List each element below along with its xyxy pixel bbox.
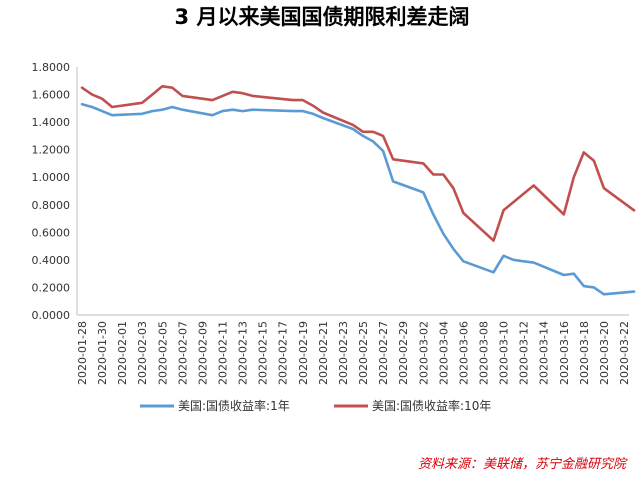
- y-tick-label: 1.8000: [32, 61, 71, 74]
- x-tick-label: 2020-03-20: [598, 321, 611, 385]
- x-tick-label: 2020-02-07: [176, 321, 189, 385]
- x-tick-label: 2020-03-22: [618, 321, 631, 385]
- y-tick-label: 1.2000: [32, 144, 71, 157]
- x-tick-label: 2020-02-03: [136, 321, 149, 385]
- y-tick-label: 1.6000: [32, 89, 71, 102]
- x-axis: 2020-01-28 2020-01-30 2020-02-01 2020-02-03…: [76, 314, 631, 385]
- series-layer: [80, 85, 636, 296]
- chart-title: 3 月以来美国国债期限利差走阔: [175, 5, 470, 29]
- series-line-10y: [80, 85, 636, 242]
- source-note: 资料来源：美联储，苏宁金融研究院: [418, 456, 628, 472]
- x-tick-label: 2020-03-16: [558, 321, 571, 385]
- x-tick-label: 2020-03-18: [578, 321, 591, 385]
- x-tick-label: 2020-02-11: [217, 321, 230, 385]
- y-tick-label: 0.2000: [32, 281, 71, 294]
- x-tick-label: 2020-03-06: [457, 321, 470, 385]
- y-tick-label: 0.8000: [32, 199, 71, 212]
- x-tick-label: 2020-02-13: [237, 321, 250, 385]
- y-axis: 0.0000 0.2000 0.4000 0.6000 0.8000 1.0000 1.20…: [32, 61, 78, 322]
- x-tick-label: 2020-02-19: [297, 321, 310, 385]
- y-tick-label: 0.4000: [32, 254, 71, 267]
- y-tick-label: 0.6000: [32, 226, 71, 239]
- x-tick-label: 2020-02-21: [317, 321, 330, 385]
- x-tick-label: 2020-02-09: [196, 321, 209, 385]
- x-tick-label: 2020-02-23: [337, 321, 350, 385]
- legend-label: 美国:国债收益率:1年: [178, 398, 290, 413]
- x-tick-label: 2020-01-30: [96, 321, 109, 385]
- x-tick-label: 2020-03-14: [538, 321, 551, 385]
- x-tick-label: 2020-02-05: [156, 321, 169, 385]
- x-tick-label: 2020-02-15: [257, 321, 270, 385]
- legend-label: 美国:国债收益率:10年: [372, 398, 491, 413]
- x-tick-label: 2020-03-12: [518, 321, 531, 385]
- x-tick-label: 2020-02-17: [277, 321, 290, 385]
- y-tick-label: 1.0000: [32, 171, 71, 184]
- x-tick-label: 2020-02-29: [397, 321, 410, 385]
- series-line-1y: [80, 102, 636, 296]
- x-tick-label: 2020-03-02: [417, 321, 430, 385]
- x-tick-label: 2020-03-10: [498, 321, 511, 385]
- legend: 美国:国债收益率:1年 美国:国债收益率:10年: [140, 398, 491, 413]
- y-tick-label: 0.0000: [32, 309, 71, 322]
- x-tick-label: 2020-03-04: [437, 321, 450, 385]
- y-tick-label: 1.4000: [32, 116, 71, 129]
- x-tick-label: 2020-02-25: [357, 321, 370, 385]
- x-tick-label: 2020-02-27: [377, 321, 390, 385]
- x-tick-label: 2020-02-01: [116, 321, 129, 385]
- x-tick-label: 2020-01-28: [76, 321, 89, 385]
- x-tick-label: 2020-03-08: [477, 321, 490, 385]
